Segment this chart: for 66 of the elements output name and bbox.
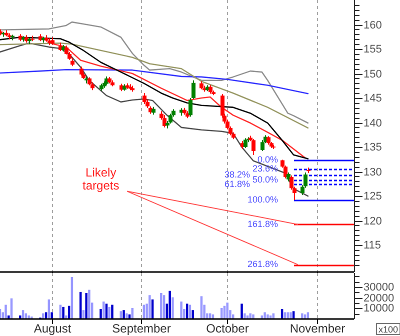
y-tick-label: 145 — [364, 92, 382, 105]
y-tick-label: 150 — [364, 68, 382, 81]
bar — [148, 295, 151, 319]
candlestick — [142, 92, 146, 104]
candlestick — [252, 138, 256, 156]
y-tick-label: 20000 — [364, 292, 394, 305]
y-tick-label: 130 — [364, 166, 382, 179]
bar — [50, 312, 53, 319]
x-tick-label: September — [112, 321, 171, 336]
bar — [232, 314, 234, 319]
y-tick-label: 140 — [364, 118, 382, 130]
y-tick-label: 160 — [364, 20, 382, 32]
bar — [126, 313, 128, 319]
annotation: 61.8% — [224, 178, 250, 189]
bar — [286, 312, 289, 319]
y-tick-label: 10000 — [364, 302, 394, 315]
bar — [65, 315, 68, 319]
x-tick-label: October — [206, 321, 249, 336]
annotation: 161.8% — [247, 218, 278, 229]
annotation: 100.0% — [247, 194, 278, 204]
bar — [108, 306, 110, 319]
bar — [290, 312, 292, 319]
bar — [19, 315, 22, 319]
text: x100 — [378, 324, 398, 334]
bar — [62, 306, 64, 319]
bar — [28, 315, 30, 319]
bar — [4, 304, 7, 319]
y-tick-label: 155 — [364, 44, 382, 56]
bar — [301, 313, 304, 319]
bar — [244, 313, 246, 319]
bar — [88, 290, 90, 319]
annotation: Likely targets — [82, 166, 120, 193]
y-tick-label: 115 — [364, 240, 382, 252]
y-tick-label: 125 — [364, 190, 382, 203]
bar — [8, 315, 10, 319]
candlestick — [244, 138, 248, 149]
bar — [172, 297, 174, 319]
annotation: 261.8% — [247, 259, 278, 270]
candlestick — [162, 114, 166, 128]
bar — [42, 313, 44, 319]
bar — [100, 309, 102, 319]
bar — [122, 310, 125, 319]
bar — [264, 312, 266, 319]
candlestick — [260, 140, 264, 152]
y-tick-label: 120 — [364, 216, 382, 228]
bar — [111, 304, 114, 319]
bar — [168, 290, 171, 319]
annotation: 38.2% — [224, 169, 250, 180]
bar — [252, 314, 254, 319]
y-tick-label: 30000 — [364, 282, 394, 294]
bar — [180, 302, 182, 319]
annotation: 50.0% — [252, 174, 278, 184]
x-tick-label: August — [34, 321, 72, 336]
bar — [226, 302, 228, 319]
x-tick-label: November — [290, 321, 346, 336]
bar — [85, 292, 88, 319]
candlestick — [168, 113, 172, 124]
annotation: 0.0% — [257, 154, 278, 164]
candlestick — [188, 98, 192, 118]
bar — [160, 292, 162, 319]
bar — [240, 304, 243, 319]
bar — [266, 314, 269, 319]
y-tick-label: 135 — [364, 142, 382, 154]
bar — [192, 310, 194, 319]
bar — [120, 311, 122, 319]
candlestick — [192, 80, 196, 100]
